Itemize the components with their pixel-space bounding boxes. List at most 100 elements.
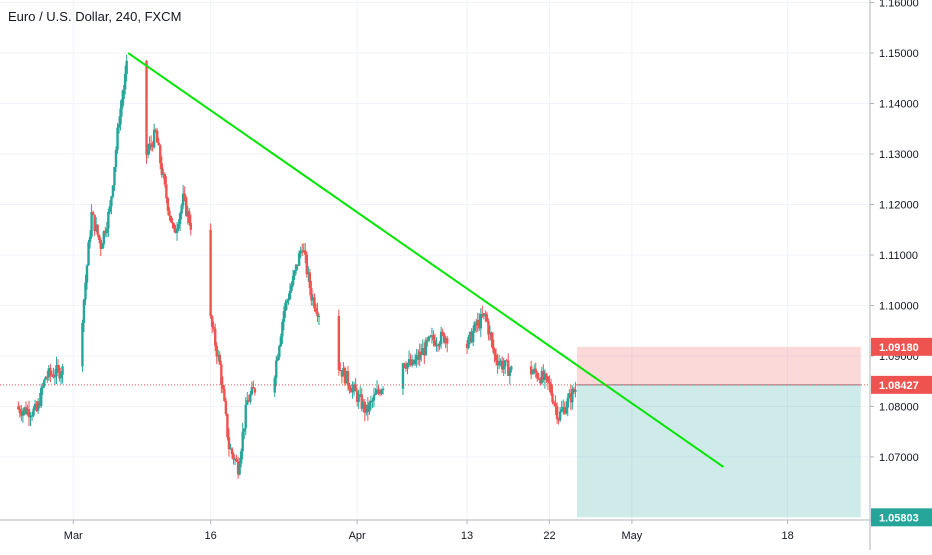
candle-body: [220, 364, 223, 385]
candle-body: [157, 142, 160, 146]
candle-body: [107, 211, 110, 229]
x-tick-label: May: [622, 530, 643, 542]
candle-body: [154, 129, 157, 132]
candle-body: [23, 407, 26, 411]
candle-body: [378, 391, 382, 395]
candle-body: [508, 369, 511, 376]
candle-body: [293, 270, 296, 276]
candle-body: [36, 401, 40, 411]
candle-body: [29, 416, 32, 418]
candle-body: [177, 224, 180, 229]
candle-body: [122, 89, 125, 100]
candle-body: [368, 402, 371, 412]
candle-body: [156, 131, 159, 143]
candle-body: [297, 253, 301, 266]
candle-body: [401, 363, 405, 389]
candles: [17, 54, 577, 479]
candle-body: [441, 331, 444, 334]
candle-body: [252, 386, 255, 389]
candle-body: [475, 322, 478, 326]
candle-body: [430, 335, 434, 337]
candle-body: [299, 250, 302, 254]
y-tick-label: 1.16000: [879, 0, 919, 10]
candle-body: [33, 403, 37, 409]
candle-body: [406, 363, 409, 369]
candle-body: [102, 231, 105, 245]
candle-body: [426, 339, 429, 341]
candle-body: [500, 360, 504, 370]
y-tick-label: 1.08000: [879, 401, 919, 413]
candle-body: [160, 163, 163, 175]
candle-body: [557, 418, 560, 421]
candle-body: [343, 368, 347, 384]
candle-body: [539, 378, 542, 384]
candle-body: [90, 212, 93, 237]
candle-body: [18, 409, 22, 414]
candle-body: [418, 351, 421, 360]
position-risk-zone[interactable]: [576, 346, 861, 385]
candle-body: [88, 236, 92, 243]
candle-body: [217, 354, 220, 357]
candle-body: [359, 394, 362, 396]
candle-body: [565, 407, 568, 414]
candle-body: [545, 373, 548, 377]
candle-body: [354, 384, 357, 392]
short-position-tool[interactable]: [576, 346, 861, 518]
price-label-text: 1.05803: [879, 512, 919, 524]
candle-body: [468, 331, 472, 337]
candle-body: [21, 410, 25, 416]
trendline[interactable]: [127, 52, 725, 468]
candle-body: [377, 389, 380, 392]
candle-body: [123, 73, 127, 90]
x-tick-label: 22: [543, 530, 555, 542]
candle-body: [436, 344, 440, 347]
candle-body: [246, 400, 249, 405]
candle-body: [188, 211, 191, 224]
candle-body: [281, 321, 284, 337]
candle-body: [282, 311, 286, 322]
candle-body: [24, 407, 28, 414]
candle-body: [502, 366, 505, 370]
candle-body: [44, 376, 47, 380]
candle-body: [345, 371, 348, 384]
candle-body: [87, 242, 90, 266]
position-reward-zone[interactable]: [576, 384, 861, 518]
candle-body: [163, 173, 167, 185]
candle-body: [32, 408, 35, 416]
candle-body: [41, 386, 44, 388]
price-label-text: 1.09180: [879, 342, 919, 354]
candle-body: [149, 143, 153, 145]
candle-body: [351, 387, 354, 393]
candle-body: [424, 339, 428, 356]
candle-body: [81, 323, 84, 367]
candle-body: [310, 288, 313, 301]
price-label-text: 1.08427: [879, 380, 919, 392]
candle-body: [174, 228, 177, 234]
candle-body: [236, 461, 240, 475]
candle-body: [58, 367, 61, 379]
downtrend-line[interactable]: [127, 52, 725, 468]
candle-body: [487, 321, 490, 335]
candle-body: [178, 213, 182, 225]
candle-body: [407, 359, 411, 364]
candle-body: [490, 332, 493, 340]
candle-body: [294, 264, 298, 271]
candle-body: [30, 415, 34, 417]
candle-body: [61, 366, 64, 375]
candle-body: [288, 290, 292, 300]
candle-body: [470, 331, 473, 343]
candle-body: [442, 333, 446, 343]
x-tick-label: 18: [781, 530, 793, 542]
candle-body: [148, 143, 151, 150]
price-labels: 1.09180 1.08427 1.05803: [871, 337, 932, 527]
candle-body: [429, 336, 432, 338]
candle-body: [279, 336, 283, 347]
candle-body: [96, 224, 99, 235]
candle-body: [241, 431, 244, 452]
candle-body: [543, 373, 547, 380]
candle-body: [238, 463, 241, 475]
x-tick-label: 16: [205, 530, 217, 542]
candle-body: [471, 331, 475, 343]
